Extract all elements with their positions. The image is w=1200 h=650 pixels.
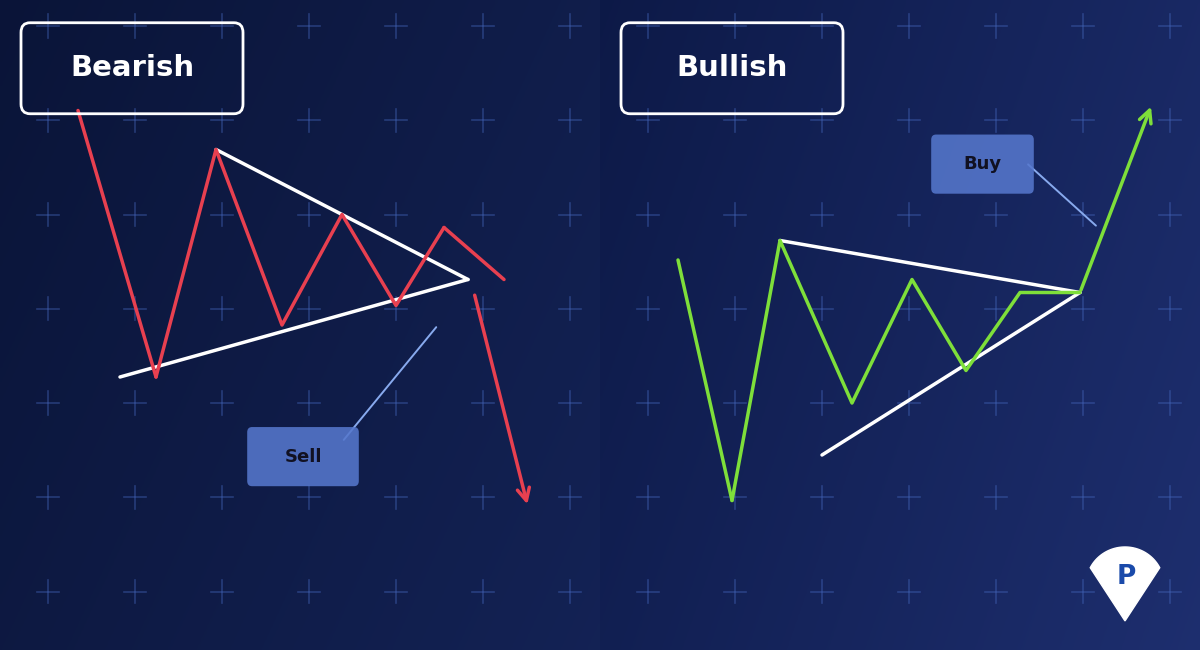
Text: Buy: Buy — [964, 155, 1002, 173]
Text: P: P — [1116, 564, 1136, 590]
Polygon shape — [1091, 547, 1159, 621]
Text: Bearish: Bearish — [70, 54, 194, 83]
FancyBboxPatch shape — [931, 135, 1034, 194]
Text: Sell: Sell — [284, 448, 322, 465]
FancyBboxPatch shape — [247, 427, 359, 486]
Text: Bullish: Bullish — [677, 54, 787, 83]
